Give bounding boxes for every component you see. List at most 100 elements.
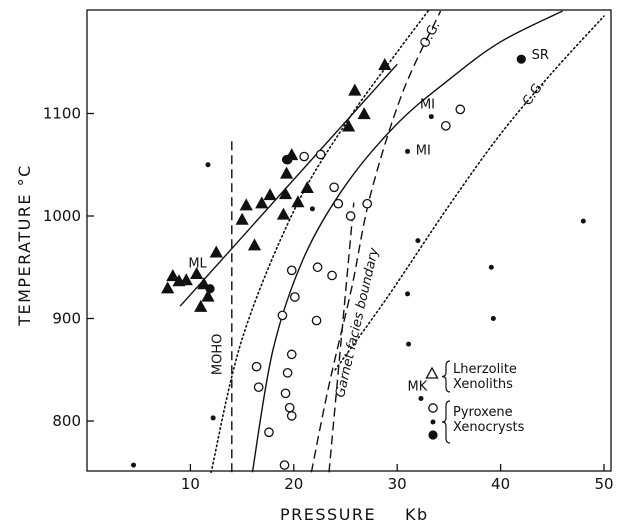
annotation-label: Garnet facies boundary bbox=[333, 246, 382, 399]
legend-marker-filled-circle bbox=[428, 430, 438, 440]
legend-marker-open-triangle bbox=[425, 366, 439, 379]
legend-label: Xenoliths bbox=[453, 377, 513, 392]
point-small-dot bbox=[488, 264, 494, 270]
point-open-circle bbox=[455, 104, 466, 115]
annotation-label: SR bbox=[532, 48, 549, 63]
point-filled-triangle bbox=[209, 245, 223, 258]
point-open-circle bbox=[311, 315, 322, 326]
y-axis-title: TEMPERATURE °C bbox=[15, 164, 34, 327]
point-filled-triangle bbox=[247, 238, 262, 251]
point-filled-triangle bbox=[278, 187, 293, 200]
curve-regression bbox=[179, 63, 398, 307]
point-open-circle bbox=[251, 361, 262, 372]
point-filled-circle bbox=[516, 54, 526, 64]
legend-label: Xenocrysts bbox=[453, 420, 525, 435]
point-small-dot bbox=[406, 341, 412, 347]
point-filled-triangle bbox=[194, 299, 208, 312]
point-small-dot bbox=[210, 415, 216, 421]
point-filled-circle bbox=[281, 155, 292, 165]
x-tick-label: 20 bbox=[284, 475, 303, 493]
point-small-dot bbox=[405, 148, 411, 154]
point-small-dot bbox=[205, 162, 211, 168]
legend-label: Pyroxene bbox=[453, 405, 513, 420]
point-open-circle bbox=[315, 149, 326, 160]
point-open-circle bbox=[253, 382, 264, 393]
point-open-circle bbox=[362, 198, 373, 209]
ticks: 10 20 30 40 50 800 900 1000 1100 bbox=[43, 105, 614, 494]
point-filled-triangle bbox=[201, 289, 215, 302]
point-filled-circle bbox=[205, 284, 215, 294]
x-axis-unit: Kb bbox=[405, 505, 429, 524]
point-filled-triangle bbox=[378, 57, 392, 70]
curve-garnet-lower bbox=[328, 202, 355, 473]
point-small-dot bbox=[418, 395, 424, 401]
lines bbox=[179, 10, 605, 474]
point-open-circle bbox=[299, 151, 309, 162]
point-filled-triangle bbox=[300, 180, 314, 193]
point-open-circle bbox=[277, 310, 288, 321]
point-small-dot bbox=[580, 218, 586, 224]
x-tick-label: 10 bbox=[181, 475, 200, 493]
x-tick-label: 40 bbox=[491, 475, 510, 493]
curve-og bbox=[210, 10, 429, 474]
curve-garnet-facies bbox=[310, 10, 442, 473]
annotation-label: O.G. bbox=[417, 19, 443, 51]
point-filled-triangle bbox=[255, 196, 269, 209]
legend-marker-small-dot bbox=[430, 419, 436, 425]
legend-marker-open-circle bbox=[428, 403, 438, 413]
y-tick-label: 1100 bbox=[43, 105, 81, 123]
point-open-circle bbox=[264, 427, 274, 438]
annotation-label: C.G. bbox=[520, 78, 548, 109]
plot-frame bbox=[86, 9, 612, 472]
point-open-circle bbox=[280, 388, 291, 399]
curve-pyroxene bbox=[251, 10, 563, 473]
point-filled-triangle bbox=[263, 188, 277, 201]
point-open-circle bbox=[284, 402, 295, 413]
y-tick-label: 800 bbox=[52, 412, 81, 430]
point-small-dot bbox=[309, 206, 315, 212]
annotation-label: MK bbox=[408, 379, 428, 394]
point-small-dot bbox=[405, 291, 411, 297]
point-filled-triangle bbox=[235, 212, 249, 225]
annotation-label: MI bbox=[420, 97, 435, 112]
point-open-circle bbox=[333, 198, 344, 209]
point-filled-triangle bbox=[190, 267, 204, 280]
y-tick-label: 1000 bbox=[43, 207, 81, 225]
x-tick-label: 50 bbox=[594, 475, 613, 493]
point-open-circle bbox=[329, 182, 339, 193]
point-open-circle bbox=[286, 411, 297, 421]
point-small-dot bbox=[131, 462, 137, 468]
point-open-circle bbox=[327, 270, 337, 281]
point-filled-triangle bbox=[291, 195, 305, 208]
data-marks bbox=[131, 54, 586, 470]
x-tick-label: 30 bbox=[388, 475, 407, 493]
point-open-circle bbox=[279, 460, 290, 470]
point-open-circle bbox=[286, 265, 297, 276]
point-open-circle bbox=[440, 120, 451, 131]
annotation-label: ML bbox=[188, 256, 207, 271]
point-filled-triangle bbox=[357, 107, 371, 120]
point-small-dot bbox=[415, 238, 421, 244]
point-filled-triangle bbox=[161, 281, 175, 294]
point-filled-triangle bbox=[239, 198, 253, 211]
curve-cg bbox=[334, 15, 605, 371]
legend-brace bbox=[441, 360, 451, 393]
point-open-circle bbox=[312, 262, 323, 273]
point-small-dot bbox=[490, 316, 496, 321]
legend-label: Lherzolite bbox=[453, 362, 517, 377]
point-filled-triangle bbox=[342, 119, 356, 132]
annotation-label: MOHO bbox=[210, 334, 225, 375]
point-small-dot bbox=[428, 114, 434, 120]
point-filled-triangle bbox=[348, 83, 362, 96]
point-filled-triangle bbox=[166, 269, 180, 282]
legend-brace bbox=[441, 400, 451, 444]
y-tick-label: 900 bbox=[52, 310, 81, 328]
x-axis-title: PRESSURE bbox=[280, 505, 376, 524]
point-open-circle bbox=[289, 292, 300, 302]
point-filled-triangle bbox=[179, 273, 193, 286]
annotation-label: MI bbox=[416, 144, 431, 159]
point-open-circle bbox=[286, 349, 297, 360]
point-filled-triangle bbox=[276, 207, 291, 220]
